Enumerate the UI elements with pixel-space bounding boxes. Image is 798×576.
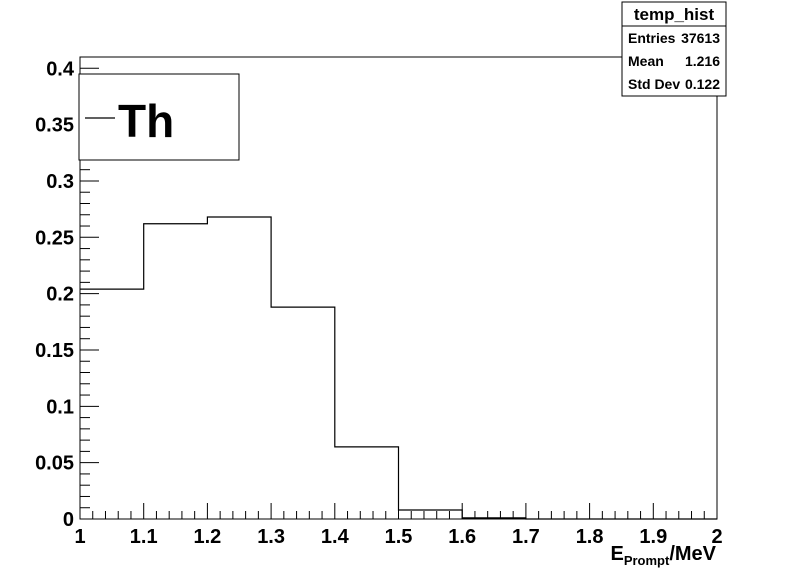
- stats-stddev-value: 0.122: [685, 76, 720, 92]
- histogram-step-line: [80, 216, 717, 520]
- x-tick-label: 1.7: [512, 526, 540, 548]
- x-tick-label: 1.1: [130, 526, 158, 548]
- axis-tick-labels: 1 1.1 1.2 1.3 1.4 1.5 1.6 1.7 1.8 1.9 2 0 0.05 0.1 0.1…: [35, 58, 723, 548]
- y-tick-label: 0.35: [35, 115, 74, 137]
- x-axis-title-main: E: [610, 543, 623, 565]
- y-tick-label: 0.4: [46, 58, 75, 80]
- stats-box: temp_hist Entries 37613 Mean 1.216 Std D…: [621, 1, 727, 97]
- stats-mean-value: 1.216: [685, 53, 720, 69]
- x-axis-title: EPrompt/MeV: [610, 543, 716, 568]
- x-tick-label: 1: [74, 526, 85, 548]
- y-tick-label: 0.2: [46, 284, 74, 306]
- stats-box-title: temp_hist: [634, 5, 715, 24]
- stats-stddev-label: Std Dev: [628, 76, 680, 92]
- x-tick-label: 1.8: [576, 526, 604, 548]
- y-tick-label: 0: [63, 509, 74, 531]
- y-tick-label: 0.25: [35, 227, 74, 249]
- y-tick-label: 0.05: [35, 453, 74, 475]
- stats-entries-value: 37613: [681, 30, 720, 46]
- x-tick-label: 1.5: [385, 526, 413, 548]
- x-tick-label: 1.2: [193, 526, 221, 548]
- stats-mean-label: Mean: [628, 53, 664, 69]
- legend-entry-label: Th: [118, 95, 174, 147]
- x-tick-label: 1.9: [639, 526, 667, 548]
- stats-entries-label: Entries: [628, 30, 676, 46]
- y-tick-label: 0.15: [35, 340, 74, 362]
- y-tick-label: 0.3: [46, 171, 74, 193]
- legend-box: [78, 73, 240, 161]
- x-axis-title-subscript: Prompt: [624, 553, 670, 568]
- x-tick-label: 1.4: [321, 526, 350, 548]
- y-tick-label: 0.1: [46, 396, 74, 418]
- x-axis-title-suffix: /MeV: [669, 543, 716, 565]
- x-tick-label: 1.6: [448, 526, 476, 548]
- x-tick-label: 2: [711, 526, 722, 548]
- stats-box-frame: [621, 1, 727, 97]
- x-tick-label: 1.3: [257, 526, 285, 548]
- legend: Th: [78, 73, 240, 161]
